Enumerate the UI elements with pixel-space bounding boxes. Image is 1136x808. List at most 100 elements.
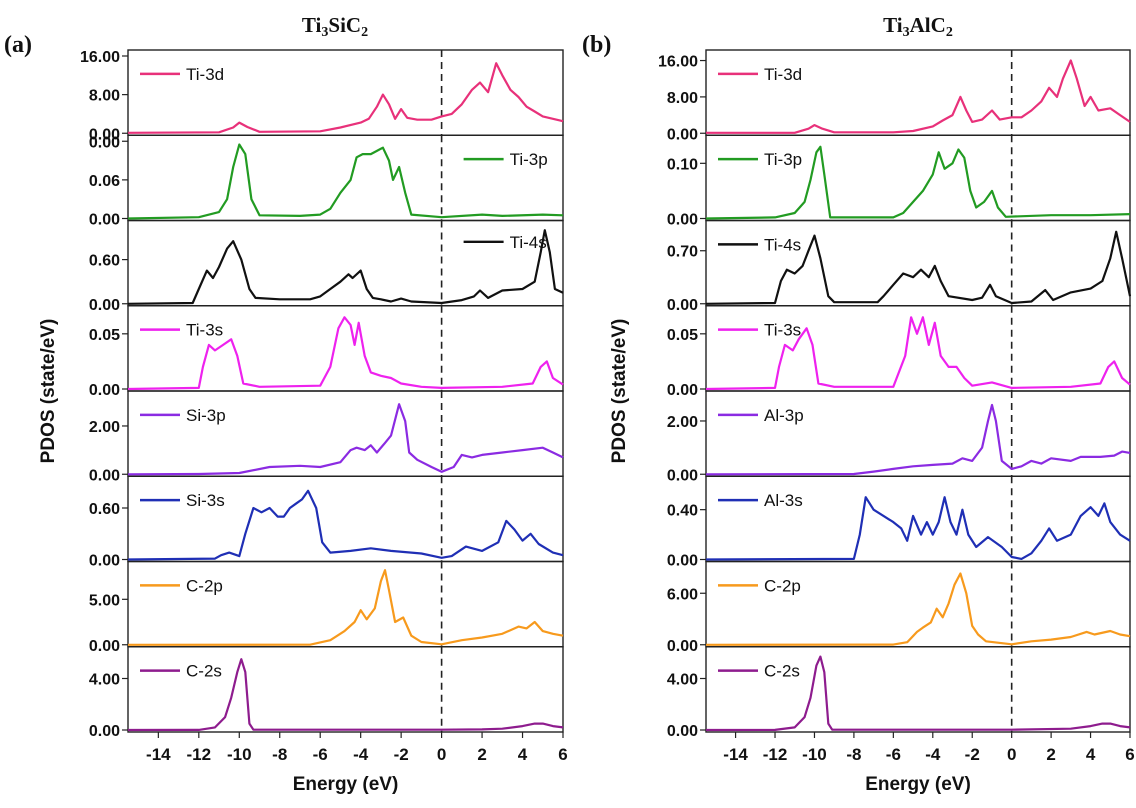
series-line-si-3s — [127, 489, 564, 561]
x-tick-label: 4 — [518, 745, 528, 764]
subplot-ti-3p: 0.00 0.10 Ti-3p — [667, 134, 1131, 229]
y-tick-label: 0.40 — [667, 503, 698, 520]
subplot-frame — [705, 305, 1131, 392]
legend-label: Ti-3s — [186, 321, 223, 340]
chart-title: Ti3AlC2 — [883, 13, 953, 40]
panel-label: (a) — [4, 32, 32, 58]
series-line-ti-3s — [705, 316, 1131, 391]
series-line-c-2s — [705, 655, 1131, 732]
chart-panel-a: (a) Ti3SiC2 PDOS (state/eV) 0.00 8.00 16.00 Ti… — [4, 13, 568, 795]
y-tick-label: 4.00 — [667, 672, 698, 689]
subplot-ti-3d: 0.00 8.00 16.00 Ti-3d — [658, 49, 1131, 143]
y-tick-label: 0.00 — [667, 467, 698, 484]
subplot-frame — [127, 49, 564, 136]
x-tick-label: -6 — [313, 745, 328, 764]
x-tick-label: 6 — [558, 745, 567, 764]
series-line-ti-3d — [127, 62, 564, 134]
y-tick-label: 5.00 — [89, 592, 120, 609]
y-tick-label: 0.70 — [667, 244, 698, 261]
x-tick-label: -4 — [353, 745, 369, 764]
series-line-ti-4s — [127, 229, 564, 305]
y-tick-label: 0.00 — [667, 638, 698, 655]
legend-label: Ti-4s — [510, 233, 547, 252]
y-tick-label: 0.00 — [667, 212, 698, 229]
legend-label: C-2s — [186, 662, 222, 681]
x-tick-label: 0 — [437, 745, 446, 764]
x-tick-label: -8 — [846, 745, 861, 764]
y-axis-label: PDOS (state/eV) — [38, 319, 59, 464]
legend-label: Ti-3d — [186, 65, 224, 84]
legend-label: Ti-3d — [764, 65, 802, 84]
x-tick-label: -14 — [723, 745, 748, 764]
subplot-frame — [705, 134, 1131, 222]
legend-label: C-2p — [764, 576, 801, 595]
x-tick-label: 0 — [1007, 745, 1016, 764]
legend-label: C-2p — [186, 576, 223, 595]
subplot-c-2p: 0.00 6.00 C-2p — [667, 560, 1131, 655]
x-tick-label: -10 — [227, 745, 252, 764]
subplot-frame — [705, 646, 1131, 733]
y-tick-label: 0.00 — [89, 126, 120, 143]
y-tick-label: 4.00 — [89, 672, 120, 689]
series-line-c-2p — [705, 572, 1131, 646]
subplot-al-3p: 0.00 2.00 Al-3p — [667, 390, 1131, 484]
y-tick-label: 16.00 — [80, 49, 120, 66]
subplot-ti-3s: 0.00 0.05 Ti-3s — [667, 305, 1131, 399]
x-tick-label: 2 — [1046, 745, 1055, 764]
y-tick-label: 0.60 — [89, 253, 120, 270]
y-tick-label: 0.00 — [667, 723, 698, 740]
y-tick-label: 16.00 — [658, 54, 698, 71]
y-tick-label: 0.05 — [667, 327, 698, 344]
subplot-al-3s: 0.00 0.40 Al-3s — [667, 475, 1131, 570]
series-line-ti-4s — [705, 230, 1132, 305]
subplot-frame — [127, 390, 564, 477]
y-tick-label: 0.00 — [89, 134, 120, 151]
series-line-si-3p — [127, 403, 564, 476]
y-tick-label: 0.00 — [667, 126, 698, 143]
x-tick-label: 6 — [1125, 745, 1134, 764]
y-tick-label: 0.06 — [89, 173, 120, 190]
series-line-ti-3s — [127, 316, 564, 391]
subplot-ti-3s: 0.00 0.05 Ti-3s — [89, 305, 564, 399]
panel-label: (b) — [582, 32, 611, 58]
subplot-frame — [705, 390, 1131, 477]
x-tick-label: 2 — [477, 745, 486, 764]
series-line-ti-3p — [127, 143, 564, 220]
x-tick-label: -12 — [763, 745, 788, 764]
x-tick-label: -2 — [965, 745, 980, 764]
y-tick-label: 0.00 — [667, 297, 698, 314]
x-tick-label: 4 — [1086, 745, 1096, 764]
y-tick-label: 0.05 — [89, 327, 120, 344]
y-tick-label: 2.00 — [667, 414, 698, 431]
series-line-c-2p — [127, 569, 564, 646]
y-axis-label: PDOS (state/eV) — [609, 319, 630, 464]
series-line-al-3s — [705, 496, 1131, 561]
y-tick-label: 0.00 — [89, 212, 120, 229]
subplot-frame — [127, 134, 564, 222]
subplot-ti-3d: 0.00 8.00 16.00 Ti-3d — [80, 49, 564, 143]
subplot-frame — [127, 475, 564, 563]
y-tick-label: 6.00 — [667, 586, 698, 603]
subplot-frame — [705, 219, 1131, 307]
legend-label: Al-3p — [764, 406, 804, 425]
subplot-frame — [705, 560, 1131, 648]
legend-label: Ti-3p — [764, 150, 802, 169]
chart-title: Ti3SiC2 — [302, 13, 368, 40]
legend-label: Al-3s — [764, 491, 803, 510]
y-tick-label: 0.00 — [89, 638, 120, 655]
subplot-frame — [127, 646, 564, 733]
legend-label: C-2s — [764, 662, 800, 681]
series-line-c-2s — [127, 658, 564, 732]
y-tick-label: 0.00 — [667, 553, 698, 570]
legend-label: Ti-3s — [764, 321, 801, 340]
y-tick-label: 2.00 — [89, 419, 120, 436]
series-line-ti-3p — [705, 145, 1131, 220]
subplot-frame — [705, 475, 1131, 563]
subplot-c-2p: 0.00 5.00 C-2p — [89, 560, 564, 655]
x-axis-label: Energy (eV) — [293, 774, 399, 795]
x-axis-label: Energy (eV) — [865, 774, 971, 795]
subplot-ti-3p: 0.00 0.06 0.00 Ti-3p — [89, 134, 564, 229]
legend-label: Si-3s — [186, 491, 225, 510]
series-line-ti-3d — [706, 59, 1131, 134]
